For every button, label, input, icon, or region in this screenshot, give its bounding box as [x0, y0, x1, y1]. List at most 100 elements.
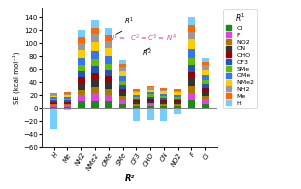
- Bar: [202, 65, 209, 70]
- Bar: [119, 104, 126, 108]
- Bar: [64, 97, 71, 99]
- Bar: [188, 40, 195, 49]
- Bar: [119, 100, 126, 104]
- Bar: [174, 100, 181, 102]
- Bar: [188, 65, 195, 72]
- Bar: [202, 91, 209, 96]
- Bar: [133, 97, 140, 99]
- Bar: [147, 87, 154, 90]
- Bar: [202, 99, 209, 104]
- Text: $R^2$: $R^2$: [142, 48, 152, 59]
- Bar: [92, 73, 98, 79]
- Bar: [119, 89, 126, 92]
- Bar: [202, 104, 209, 108]
- Bar: [78, 30, 85, 37]
- Bar: [119, 96, 126, 100]
- Bar: [92, 20, 98, 28]
- Bar: [105, 82, 112, 89]
- Bar: [78, 77, 85, 83]
- Bar: [202, 58, 209, 62]
- Y-axis label: SE (kcal mol⁻¹): SE (kcal mol⁻¹): [13, 51, 20, 104]
- Bar: [147, 104, 154, 106]
- Bar: [105, 41, 112, 48]
- Bar: [147, 94, 154, 97]
- Bar: [78, 90, 85, 95]
- Bar: [92, 66, 98, 73]
- Bar: [64, 92, 71, 94]
- Bar: [105, 70, 112, 76]
- Bar: [50, 97, 57, 99]
- Bar: [147, 108, 154, 120]
- Bar: [64, 100, 71, 101]
- Bar: [133, 100, 140, 102]
- Bar: [147, 86, 154, 87]
- Bar: [202, 96, 209, 99]
- Bar: [78, 101, 85, 108]
- Bar: [160, 90, 167, 91]
- Bar: [92, 87, 98, 93]
- Bar: [202, 75, 209, 80]
- Bar: [147, 106, 154, 108]
- Bar: [78, 83, 85, 90]
- Bar: [92, 34, 98, 42]
- Bar: [160, 88, 167, 90]
- Bar: [119, 92, 126, 96]
- Bar: [188, 86, 195, 93]
- Bar: [64, 99, 71, 100]
- Bar: [105, 28, 112, 35]
- Bar: [133, 95, 140, 97]
- Legend: Cl, F, NO2, CN, CHO, CF3, SMe, OMe, NMe2, NH2, Me, H: Cl, F, NO2, CN, CHO, CF3, SMe, OMe, NMe2…: [223, 9, 257, 108]
- Bar: [64, 105, 71, 107]
- Bar: [105, 101, 112, 108]
- Bar: [160, 101, 167, 104]
- Bar: [160, 94, 167, 96]
- Text: $R^1$: $R^1$: [124, 15, 134, 27]
- Bar: [92, 93, 98, 101]
- Bar: [64, 108, 71, 110]
- Bar: [160, 96, 167, 98]
- Bar: [105, 56, 112, 64]
- Bar: [92, 101, 98, 108]
- Bar: [188, 93, 195, 100]
- Bar: [50, 108, 57, 129]
- Bar: [133, 89, 140, 91]
- Bar: [174, 95, 181, 97]
- Bar: [50, 107, 57, 108]
- Bar: [50, 99, 57, 100]
- Bar: [78, 58, 85, 65]
- X-axis label: R²: R²: [124, 174, 135, 183]
- Bar: [64, 107, 71, 108]
- Bar: [50, 94, 57, 96]
- Bar: [64, 95, 71, 97]
- Bar: [133, 106, 140, 108]
- Bar: [160, 91, 167, 94]
- Bar: [119, 71, 126, 76]
- Bar: [188, 78, 195, 86]
- Bar: [105, 89, 112, 95]
- Bar: [147, 103, 154, 104]
- Bar: [50, 96, 57, 97]
- Bar: [50, 105, 57, 107]
- Bar: [160, 100, 167, 101]
- Bar: [202, 80, 209, 84]
- Bar: [50, 103, 57, 104]
- Bar: [92, 59, 98, 66]
- Bar: [133, 91, 140, 92]
- Bar: [174, 104, 181, 105]
- Bar: [174, 91, 181, 92]
- Bar: [50, 100, 57, 101]
- Bar: [119, 60, 126, 64]
- Bar: [188, 58, 195, 65]
- Bar: [64, 94, 71, 95]
- Bar: [174, 92, 181, 95]
- Bar: [119, 64, 126, 67]
- Bar: [147, 90, 154, 92]
- Text: $N^1$$=$  $C^2$$=$$C^3$$=$ $N^4$: $N^1$$=$ $C^2$$=$$C^3$$=$ $N^4$: [108, 32, 178, 44]
- Bar: [202, 84, 209, 88]
- Bar: [78, 50, 85, 58]
- Bar: [160, 105, 167, 106]
- Bar: [202, 70, 209, 75]
- Bar: [188, 72, 195, 78]
- Bar: [92, 79, 98, 87]
- Bar: [105, 64, 112, 70]
